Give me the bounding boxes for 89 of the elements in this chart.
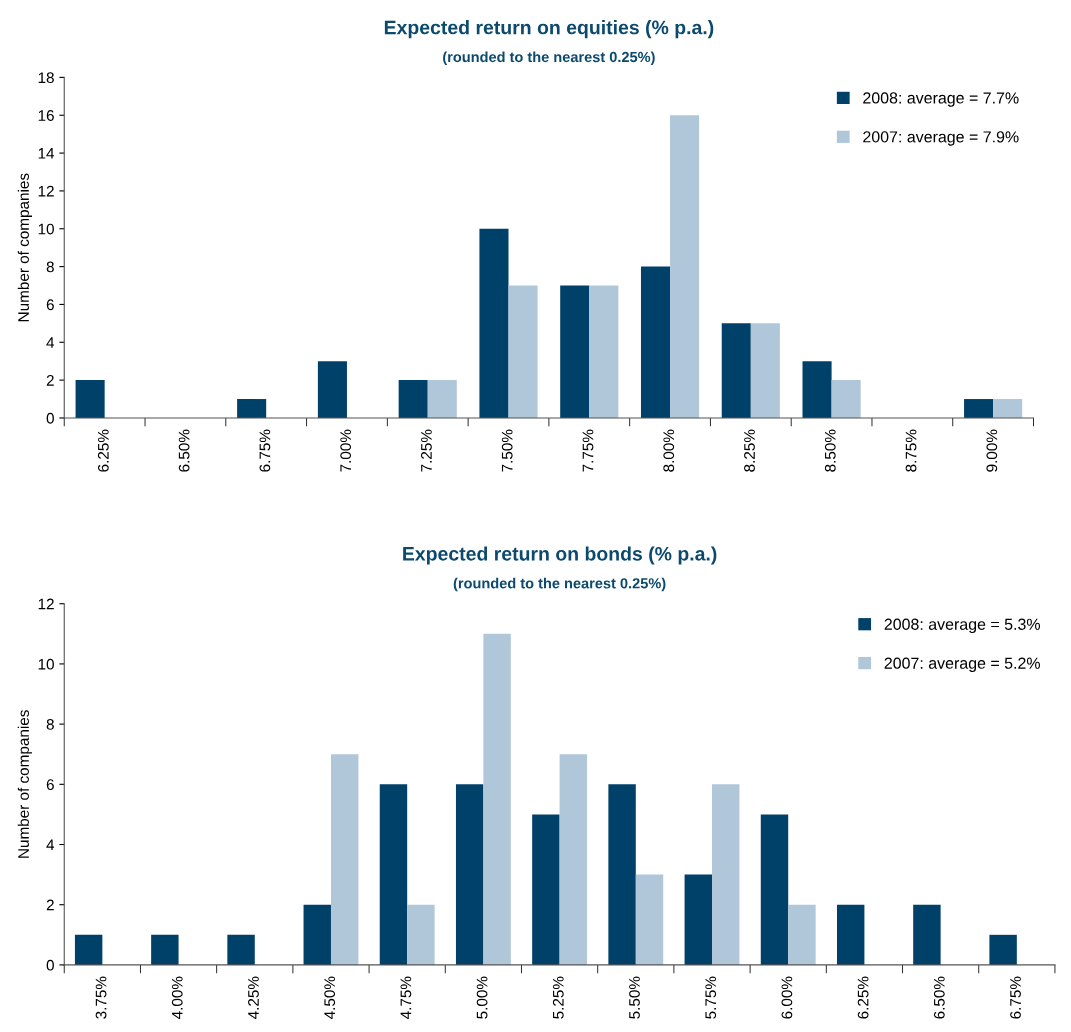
chart-title: Expected return on bonds (% p.a.) (403, 546, 717, 565)
x-tick-label: 6.25% (857, 976, 869, 1019)
y-axis-title: Number of companies (17, 173, 32, 322)
bar (455, 784, 484, 965)
x-tick-label: 6.75% (259, 429, 271, 472)
chart-subtitle: (rounded to the nearest 0.25%) (453, 577, 666, 592)
bar (560, 285, 590, 418)
y-tick-label: 14 (38, 148, 55, 159)
x-tick-label: 5.25% (552, 976, 564, 1019)
x-tick-label: 7.00% (340, 429, 352, 472)
bar (532, 814, 560, 965)
x-tick-label: 4.25% (248, 976, 259, 1019)
y-tick-label: 2 (46, 899, 54, 911)
bar (684, 874, 713, 965)
bar (75, 380, 105, 418)
y-tick-label: 2 (46, 374, 54, 386)
bar (760, 814, 789, 965)
bar (559, 754, 588, 965)
x-tick-label: 5.75% (705, 976, 717, 1019)
y-tick-label: 6 (46, 299, 54, 311)
x-tick-label: 8.00% (663, 429, 675, 472)
x-tick-label: 7.50% (501, 429, 513, 472)
bar (237, 399, 267, 418)
legend-label: 2008: average = 5.3% (884, 618, 1040, 634)
x-tick-label: 6.25% (97, 429, 109, 472)
x-tick-label: 7.75% (582, 429, 594, 472)
bar (407, 904, 435, 965)
bar (989, 934, 1017, 965)
y-tick-label: 8 (46, 718, 54, 730)
y-tick-label: 16 (38, 110, 54, 121)
bar (227, 934, 255, 965)
x-tick-label: 6.50% (933, 976, 945, 1019)
bar (913, 904, 941, 965)
bar (788, 904, 816, 965)
bar (802, 361, 832, 418)
y-tick-label: 12 (38, 598, 54, 610)
bar (831, 380, 861, 418)
y-tick-label: 6 (46, 779, 54, 791)
y-tick-label: 18 (38, 72, 54, 84)
bar (670, 115, 700, 418)
x-tick-label: 3.75% (95, 976, 107, 1019)
bar (479, 228, 509, 418)
bar (589, 285, 619, 418)
bar (398, 380, 428, 418)
bar (608, 784, 636, 965)
x-tick-label: 6.00% (781, 976, 793, 1019)
x-tick-label: 5.50% (629, 976, 640, 1019)
bar (379, 784, 408, 965)
bar (635, 874, 664, 965)
bar (317, 361, 347, 418)
legend-label: 2007: average = 5.2% (884, 657, 1040, 672)
y-tick-label: 0 (46, 412, 54, 424)
bar (836, 904, 865, 965)
y-tick-label: 10 (38, 223, 54, 235)
y-tick-label: 4 (46, 839, 55, 851)
bar (750, 323, 780, 418)
x-tick-label: 6.50% (178, 429, 190, 472)
legend-label: 2008: average = 7.7% (863, 92, 1019, 107)
x-tick-label: 8.50% (824, 429, 836, 472)
bar (993, 399, 1023, 418)
bar (508, 285, 538, 418)
bar (640, 266, 671, 418)
y-axis-title: Number of companies (17, 710, 32, 858)
bar (483, 633, 511, 965)
chart-title: Expected return on equities (% p.a.) (384, 20, 714, 39)
chart-subtitle: (rounded to the nearest 0.25%) (443, 51, 655, 66)
x-tick-label: 9.00% (986, 429, 998, 472)
x-tick-label: 7.25% (421, 429, 432, 472)
x-tick-label: 4.00% (171, 976, 183, 1019)
x-tick-label: 6.75% (1010, 976, 1021, 1019)
bar (721, 323, 751, 418)
legend-label: 2007: average = 7.9% (863, 131, 1019, 146)
x-tick-label: 5.00% (476, 976, 488, 1019)
x-tick-label: 4.75% (400, 976, 412, 1019)
bar (303, 904, 331, 965)
x-tick-label: 8.75% (905, 429, 917, 472)
y-tick-label: 12 (38, 185, 54, 197)
bar (712, 784, 740, 965)
bar (964, 399, 994, 418)
bar (427, 380, 457, 418)
bar (330, 754, 359, 965)
y-tick-label: 10 (38, 658, 54, 670)
x-tick-label: 4.50% (324, 976, 336, 1019)
bar (151, 934, 179, 965)
y-tick-label: 4 (46, 337, 55, 348)
bar (74, 934, 103, 965)
y-tick-label: 8 (46, 261, 54, 273)
y-tick-label: 0 (46, 959, 54, 971)
x-tick-label: 8.25% (744, 429, 755, 472)
